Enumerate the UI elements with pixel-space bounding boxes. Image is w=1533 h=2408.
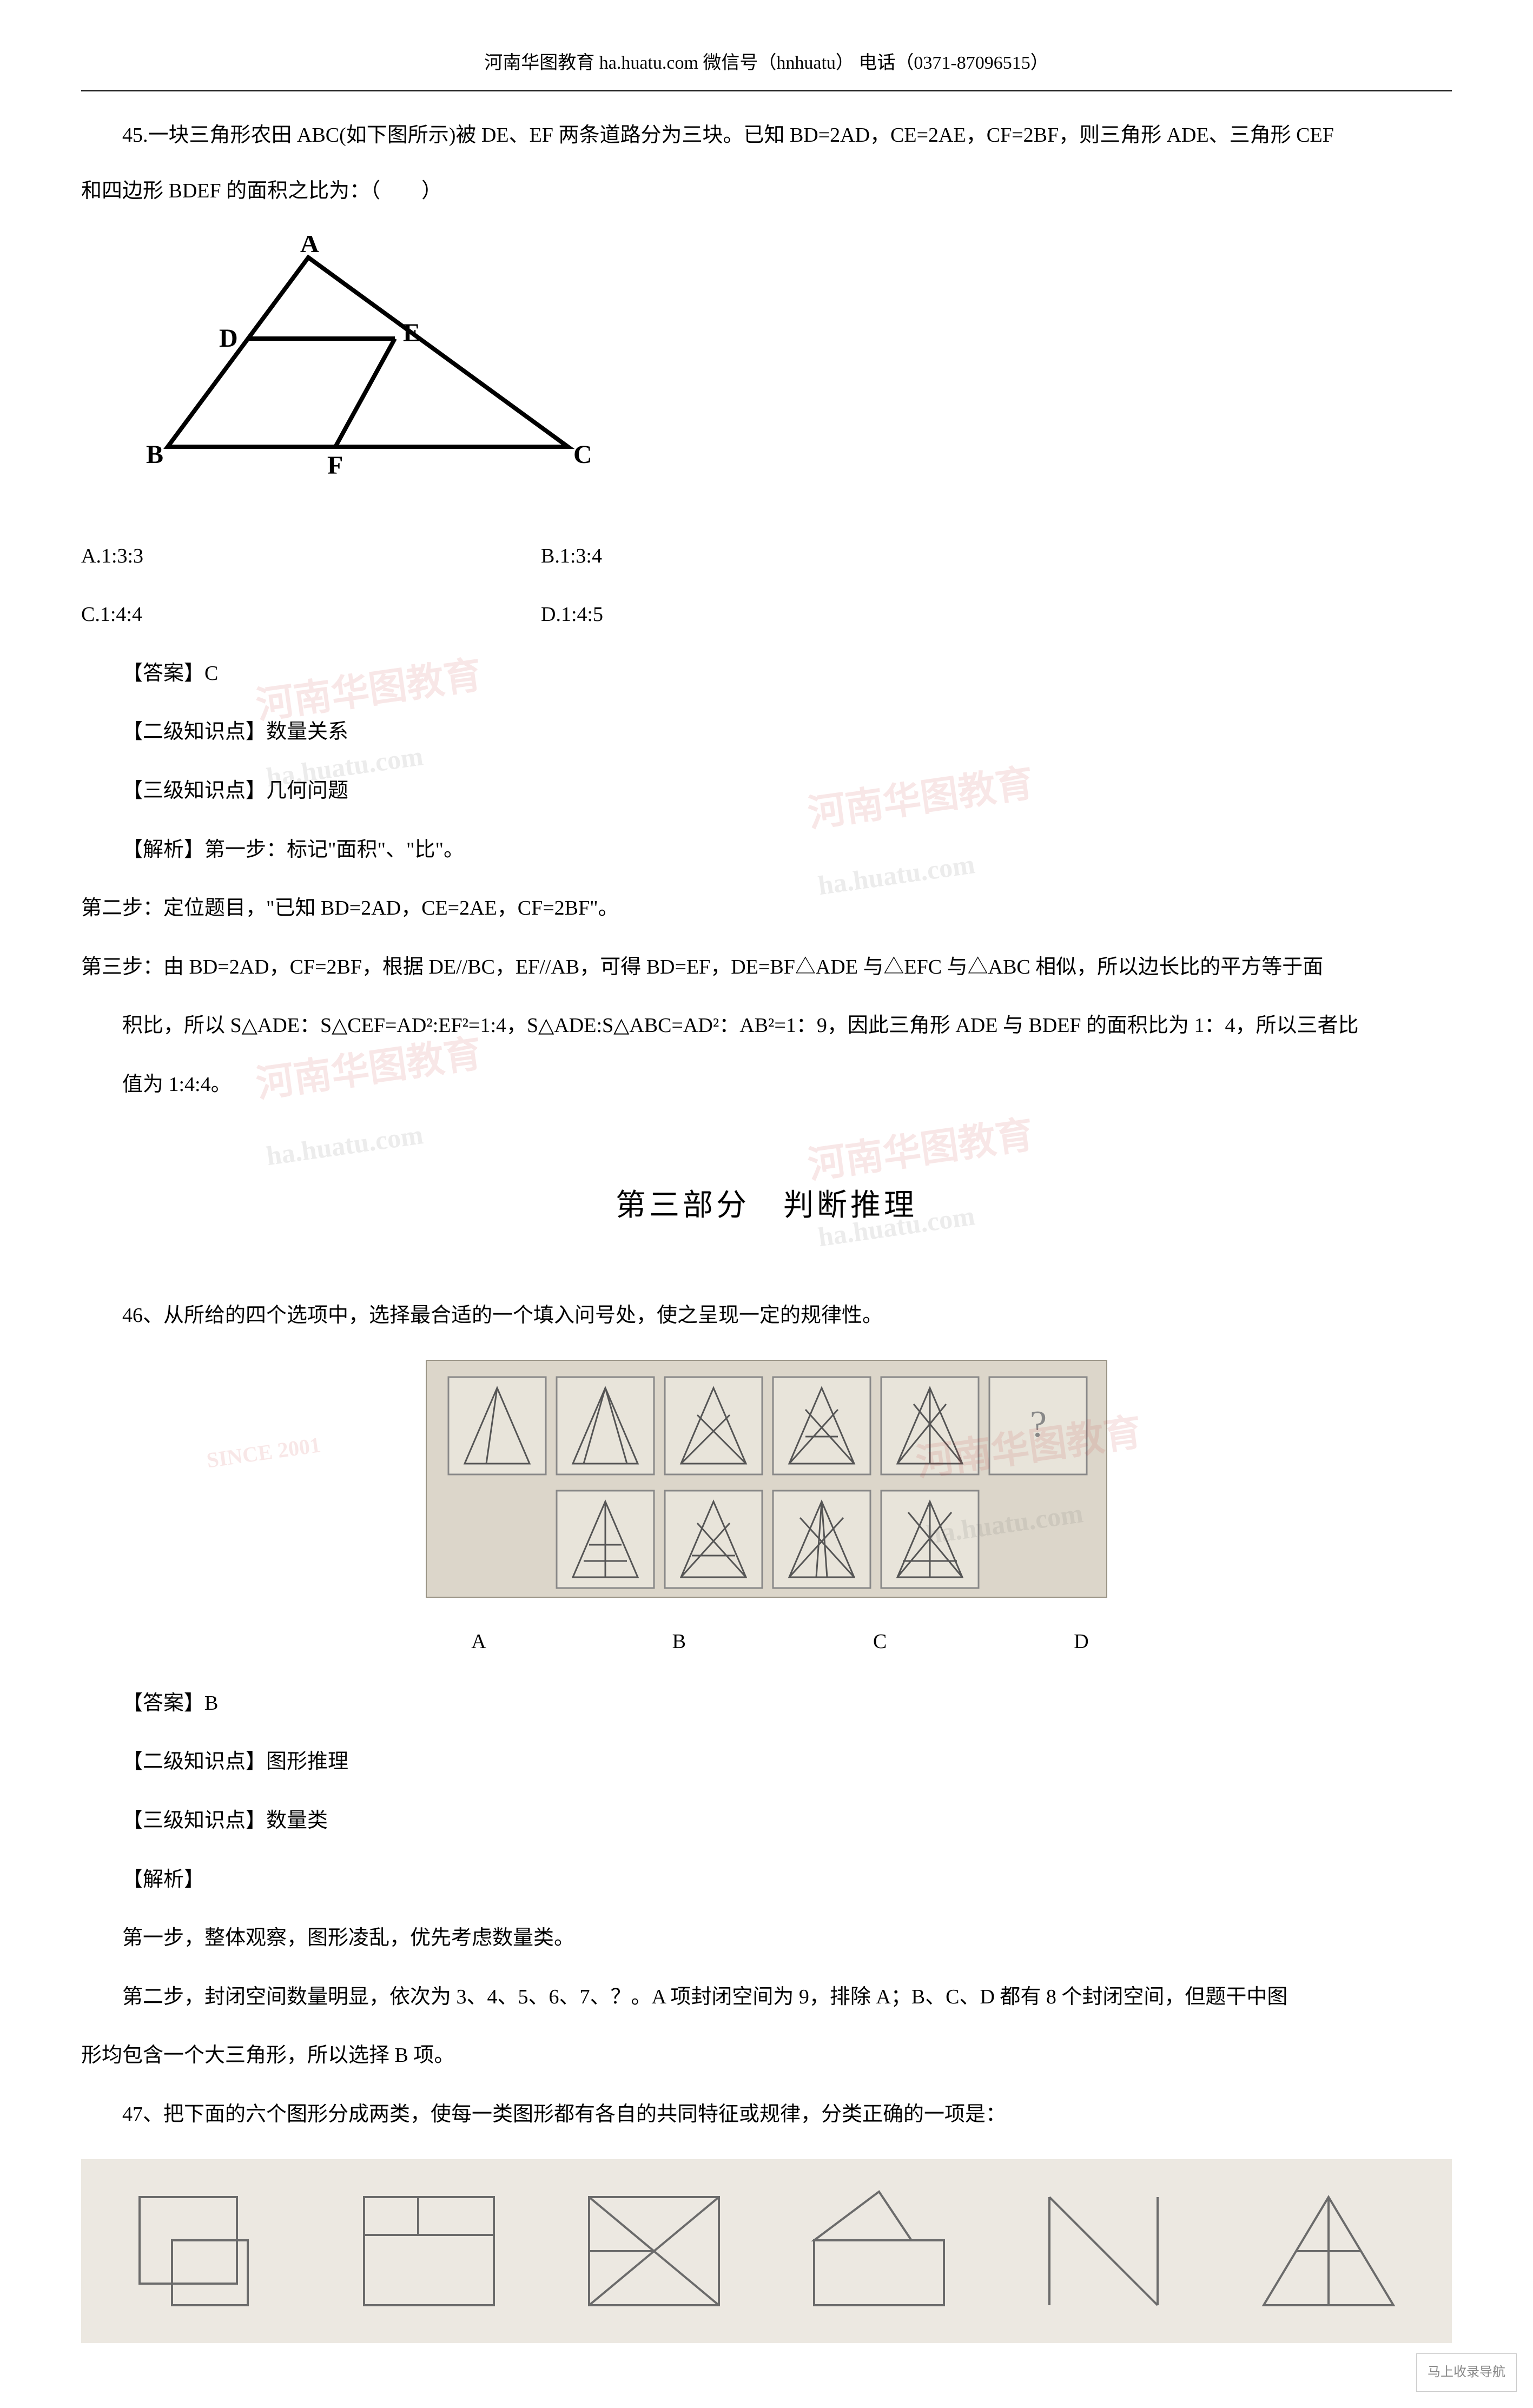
q45-analysis-1: 【解析】第一步：标记"面积"、"比"。: [81, 828, 1452, 873]
q47-fig-2: [332, 2175, 526, 2327]
q46-analysis-2: 第二步，封闭空间数量明显，依次为 3、4、5、6、7、？。A 项封闭空间为 9，…: [81, 1975, 1452, 2020]
q47-fig-3: [557, 2175, 751, 2327]
q46-stem: 46、从所给的四个选项中，选择最合适的一个填入问号处，使之呈现一定的规律性。: [81, 1293, 1452, 1339]
q45-stem-line1: 45.一块三角形农田 ABC(如下图所示)被 DE、EF 两条道路分为三块。已知…: [81, 113, 1452, 158]
question-mark: ?: [1030, 1404, 1047, 1445]
q47-figure-row: [81, 2159, 1452, 2343]
vertex-F-label: F: [327, 451, 343, 480]
vertex-D-label: D: [219, 324, 238, 353]
q46-analysis-label: 【解析】: [81, 1857, 1452, 1903]
vertex-B-label: B: [146, 440, 163, 469]
q45-kp3: 【三级知识点】几何问题: [81, 769, 1452, 814]
q45-analysis-3: 第三步：由 BD=2AD，CF=2BF，根据 DE//BC，EF//AB，可得 …: [81, 945, 1452, 990]
vertex-E-label: E: [403, 319, 420, 347]
q45-option-b: B.1:3:4: [541, 534, 1001, 579]
corner-watermark: 马上收录导航: [1416, 2353, 1517, 2392]
q47-fig-1: [107, 2175, 302, 2327]
q46-kp2: 【二级知识点】图形推理: [81, 1739, 1452, 1785]
q46-analysis-3: 形均包含一个大三角形，所以选择 B 项。: [81, 2033, 1452, 2079]
page-header: 河南华图教育 ha.huatu.com 微信号（hnhuatu） 电话（0371…: [81, 43, 1452, 91]
section3-title: 第三部分 判断推理: [81, 1173, 1452, 1239]
q45-analysis-5: 值为 1:4:4。: [81, 1062, 1452, 1108]
q45-option-d: D.1:4:5: [541, 592, 1001, 638]
q45-answer: 【答案】C: [81, 651, 1452, 697]
q47-stem: 47、把下面的六个图形分成两类，使每一类图形都有各自的共同特征或规律，分类正确的…: [81, 2092, 1452, 2138]
q46-answer: 【答案】B: [81, 1681, 1452, 1726]
q46-kp3: 【三级知识点】数量类: [81, 1798, 1452, 1844]
vertex-A-label: A: [300, 236, 319, 258]
triangle-diagram: A B C D E F: [124, 236, 611, 485]
q45-analysis-2: 第二步：定位题目，"已知 BD=2AD，CE=2AE，CF=2BF"。: [81, 886, 1452, 931]
q45-analysis-4: 积比，所以 S△ADE：S△CEF=AD²:EF²=1:4，S△ADE:S△AB…: [81, 1003, 1452, 1049]
q47-fig-6: [1231, 2175, 1426, 2327]
q46-analysis-1: 第一步，整体观察，图形凌乱，优先考虑数量类。: [81, 1916, 1452, 1961]
q45-option-c: C.1:4:4: [81, 592, 541, 638]
q45-options-row2: C.1:4:4 D.1:4:5: [81, 592, 1452, 638]
q45-figure: A B C D E F: [124, 236, 1452, 501]
q47-fig-4: [782, 2175, 976, 2327]
q45-options-row1: A.1:3:3 B.1:3:4: [81, 534, 1452, 579]
q45-stem-line2: 和四边形 BDEF 的面积之比为：（ ）: [81, 169, 1452, 214]
q46-option-labels: A B C D: [157, 1619, 1452, 1665]
q47-fig-5: [1006, 2175, 1201, 2327]
vertex-C-label: C: [573, 440, 592, 469]
q45-option-a: A.1:3:3: [81, 534, 541, 579]
q45-kp2: 【二级知识点】数量关系: [81, 710, 1452, 755]
q46-figure: ?: [81, 1360, 1452, 1598]
